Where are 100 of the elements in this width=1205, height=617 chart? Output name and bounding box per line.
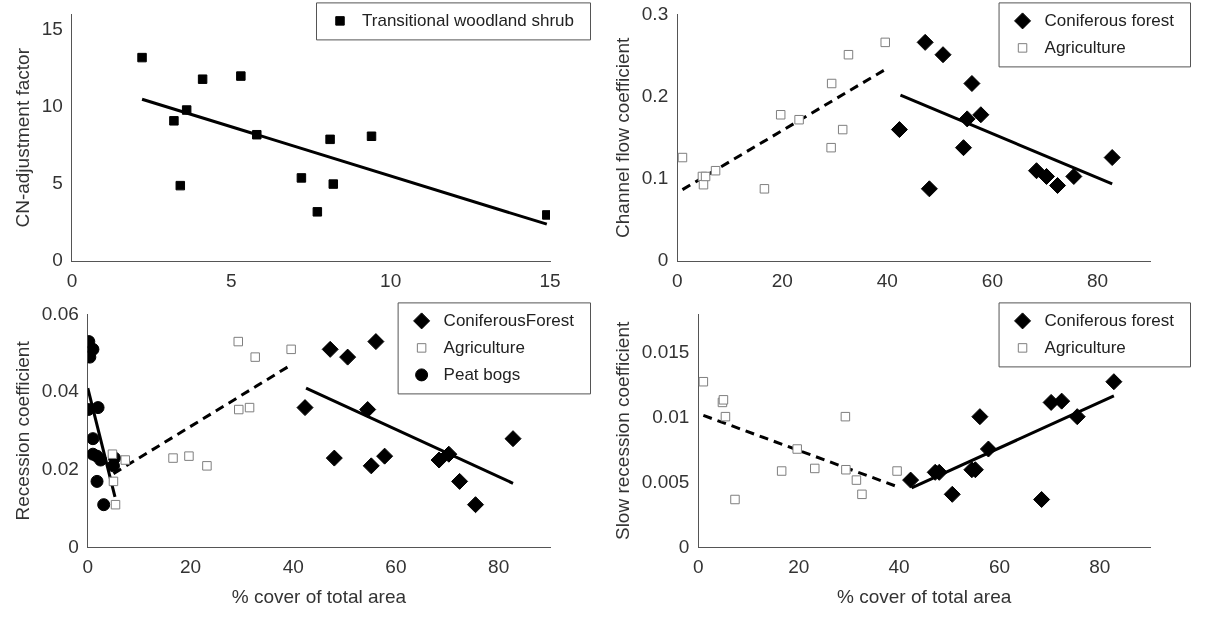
point	[94, 453, 108, 467]
point	[87, 432, 100, 446]
point	[943, 485, 961, 503]
point	[169, 116, 179, 126]
point	[90, 474, 104, 488]
x-tick-label: 15	[539, 269, 561, 291]
legend-label: Transitional woodland shrub	[362, 10, 575, 30]
point	[710, 165, 721, 176]
point	[841, 464, 851, 475]
point	[430, 451, 448, 469]
point	[175, 180, 186, 191]
point	[890, 121, 908, 139]
point	[202, 461, 212, 471]
point	[920, 180, 938, 198]
y-axis-title: Channel flow coefficient	[611, 36, 633, 238]
y-tick-label: 0	[52, 249, 63, 271]
y-tick-label: 0.04	[41, 380, 80, 402]
x-axis-title: % cover of total area	[837, 585, 1012, 607]
y-tick-label: 0	[68, 535, 79, 557]
point	[234, 404, 244, 415]
legend-label: Peat bogs	[443, 364, 521, 384]
point	[1028, 162, 1046, 180]
point	[759, 184, 770, 194]
point	[97, 498, 111, 512]
y-tick-label: 0.2	[641, 84, 669, 106]
point	[321, 340, 339, 358]
point	[325, 449, 343, 467]
point	[1053, 392, 1071, 410]
x-tick-label: 80	[1089, 556, 1111, 578]
point	[963, 75, 981, 92]
point	[107, 449, 118, 459]
point	[851, 475, 862, 485]
point	[826, 142, 836, 153]
y-axis-title: Recession coefficient	[11, 340, 33, 521]
x-tick-label: 80	[1086, 269, 1109, 291]
point	[840, 411, 851, 422]
x-tick-label: 0	[82, 556, 94, 578]
point	[328, 179, 339, 189]
y-tick-label: 0.005	[641, 470, 690, 492]
point	[504, 430, 522, 448]
legend-label: Agriculture	[1044, 337, 1126, 357]
x-tick-label: 40	[282, 556, 304, 578]
x-tick-label: 80	[488, 556, 510, 578]
point	[137, 52, 147, 63]
point	[244, 402, 255, 413]
point	[958, 110, 976, 128]
point	[339, 348, 357, 366]
point	[698, 376, 709, 387]
point	[1068, 408, 1086, 426]
point	[677, 152, 688, 163]
point	[902, 471, 920, 489]
point	[367, 333, 385, 351]
point	[250, 352, 260, 362]
point	[233, 336, 243, 347]
legend-label: Agriculture	[1044, 37, 1126, 57]
y-tick-label: 5	[52, 172, 63, 194]
point	[794, 114, 804, 125]
point	[252, 129, 262, 140]
point	[1049, 177, 1067, 195]
x-tick-label: 10	[380, 269, 402, 291]
y-axis-title: Slow recession coefficient	[611, 321, 633, 541]
point	[972, 106, 990, 124]
point	[955, 139, 973, 157]
point	[325, 134, 335, 145]
x-tick-label: 20	[179, 556, 202, 578]
point	[1038, 167, 1056, 185]
y-tick-label: 0.01	[652, 406, 690, 428]
point	[857, 489, 867, 500]
x-axis-title: % cover of total area	[231, 585, 407, 607]
point	[792, 444, 802, 454]
point	[184, 451, 194, 461]
point	[376, 447, 394, 465]
y-tick-label: 0.3	[641, 2, 669, 24]
point	[312, 207, 323, 217]
point	[837, 124, 848, 135]
point	[892, 466, 902, 476]
x-tick-label: 20	[771, 269, 793, 291]
x-tick-label: 60	[988, 556, 1011, 578]
point	[698, 179, 709, 190]
point	[1105, 373, 1123, 391]
point	[843, 49, 854, 60]
x-tick-label: 40	[876, 269, 898, 291]
y-tick-label: 0	[657, 249, 669, 271]
point	[971, 408, 989, 426]
point	[467, 496, 485, 514]
point	[91, 401, 105, 415]
point	[366, 131, 377, 141]
y-tick-label: 0.1	[641, 167, 669, 189]
x-tick-label: 60	[981, 269, 1003, 291]
point	[296, 399, 314, 417]
legend-label: Coniferous forest	[1044, 10, 1175, 30]
y-tick-label: 0.015	[641, 341, 690, 363]
point	[1103, 149, 1121, 167]
y-tick-label: 0.02	[41, 457, 79, 479]
legend-label: Agriculture	[443, 337, 525, 357]
point	[296, 173, 307, 183]
point	[776, 466, 787, 476]
point	[440, 445, 458, 463]
point	[359, 401, 377, 419]
point	[1065, 167, 1083, 185]
